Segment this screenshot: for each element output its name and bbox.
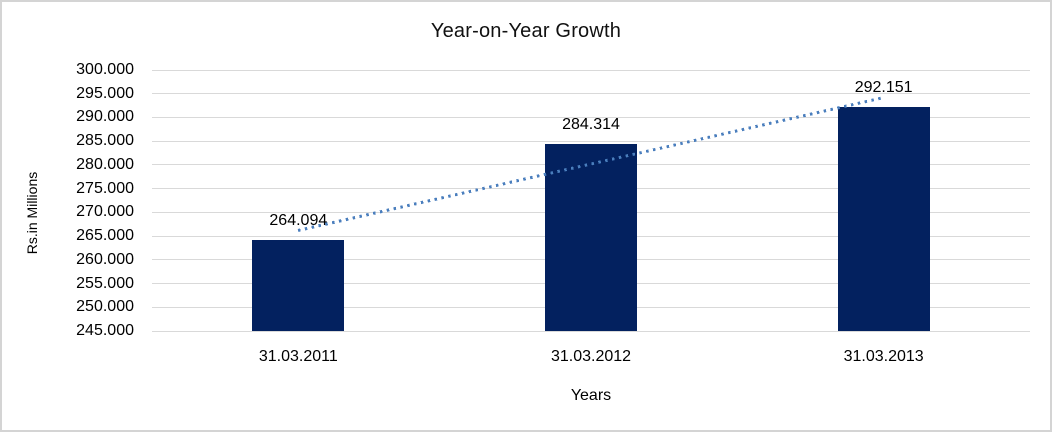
x-axis-tick-label: 31.03.2013 xyxy=(843,348,924,365)
x-axis-title: Years xyxy=(570,387,612,404)
plot-area: 264.094 284.314 292.151 xyxy=(152,69,1030,332)
chart-title: Year-on-Year Growth xyxy=(430,20,622,42)
bar-31.03.2011 xyxy=(252,240,345,331)
gridline xyxy=(152,330,1030,332)
y-axis-tick-label: 265.000 xyxy=(76,227,134,245)
gridline xyxy=(152,116,1030,118)
bar-31.03.2012 xyxy=(545,144,637,331)
gridline xyxy=(152,140,1030,142)
bar-value-label: 284.314 xyxy=(562,116,620,134)
y-axis-tick-label: 290.000 xyxy=(76,108,134,126)
x-axis-tick-label: 31.03.2012 xyxy=(550,348,632,365)
bar-value-label: 292.151 xyxy=(854,79,913,97)
y-axis-tick-label: 270.000 xyxy=(76,203,134,221)
y-axis-labels: 300.000 295.000 290.000 285.000 280.000 275.0… xyxy=(2,61,143,339)
y-axis-tick-label: 295.000 xyxy=(76,84,134,102)
gridline xyxy=(152,69,1030,71)
y-axis-tick-label: 255.000 xyxy=(76,274,134,292)
y-axis-tick-label: 260.000 xyxy=(76,250,134,268)
x-axis-tick-label: 31.03.2011 xyxy=(258,348,338,365)
y-axis-tick-label: 285.000 xyxy=(76,132,134,150)
y-axis-tick-label: 280.000 xyxy=(76,155,134,173)
y-axis-tick-label: 245.000 xyxy=(76,322,134,339)
y-axis-tick-label: 300.000 xyxy=(76,61,134,78)
gridline xyxy=(152,93,1030,95)
bar-31.03.2013 xyxy=(837,107,930,331)
y-axis-tick-label: 250.000 xyxy=(76,298,134,316)
x-axis-labels: 31.03.2011 31.03.2012 31.03.2013 xyxy=(152,348,1030,368)
y-axis-tick-label: 275.000 xyxy=(76,179,134,197)
